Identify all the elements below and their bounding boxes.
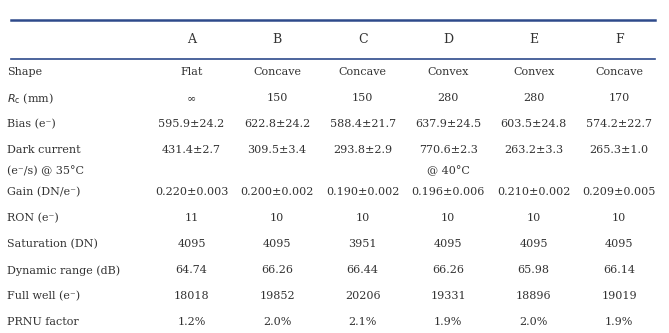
- Text: Convex: Convex: [427, 67, 469, 77]
- Text: 10: 10: [355, 213, 370, 223]
- Text: 2.0%: 2.0%: [263, 317, 291, 327]
- Text: C: C: [358, 33, 367, 46]
- Text: 170: 170: [609, 93, 630, 103]
- Text: D: D: [443, 33, 453, 46]
- Text: Concave: Concave: [595, 67, 643, 77]
- Text: 0.220±0.003: 0.220±0.003: [155, 187, 228, 197]
- Text: Bias (e⁻): Bias (e⁻): [7, 119, 56, 130]
- Text: 4095: 4095: [434, 239, 462, 249]
- Text: 4095: 4095: [177, 239, 206, 249]
- Text: Saturation (DN): Saturation (DN): [7, 239, 98, 249]
- Text: @ 40°C: @ 40°C: [427, 166, 470, 177]
- Text: 1.2%: 1.2%: [177, 317, 206, 327]
- Text: Dark current: Dark current: [7, 145, 81, 155]
- Text: Full well (e⁻): Full well (e⁻): [7, 291, 80, 301]
- Text: 431.4±2.7: 431.4±2.7: [162, 145, 221, 155]
- Text: 66.14: 66.14: [603, 265, 635, 275]
- Text: 0.210±0.002: 0.210±0.002: [497, 187, 570, 197]
- Text: 309.5±3.4: 309.5±3.4: [248, 145, 306, 155]
- Text: 265.3±1.0: 265.3±1.0: [589, 145, 649, 155]
- Text: Shape: Shape: [7, 67, 43, 77]
- Text: Concave: Concave: [253, 67, 301, 77]
- Text: 65.98: 65.98: [518, 265, 550, 275]
- Text: 66.26: 66.26: [432, 265, 464, 275]
- Text: 3951: 3951: [349, 239, 377, 249]
- Text: 19852: 19852: [260, 291, 295, 301]
- Text: 66.26: 66.26: [261, 265, 293, 275]
- Text: 19019: 19019: [601, 291, 637, 301]
- Text: A: A: [187, 33, 196, 46]
- Text: 10: 10: [441, 213, 455, 223]
- Text: RON (e⁻): RON (e⁻): [7, 213, 59, 223]
- Text: 4095: 4095: [263, 239, 292, 249]
- Text: 293.8±2.9: 293.8±2.9: [333, 145, 392, 155]
- Text: 595.9±24.2: 595.9±24.2: [159, 119, 225, 129]
- Text: 770.6±2.3: 770.6±2.3: [419, 145, 478, 155]
- Text: PRNU factor: PRNU factor: [7, 317, 79, 327]
- Text: Flat: Flat: [181, 67, 203, 77]
- Text: (e⁻/s) @ 35°C: (e⁻/s) @ 35°C: [7, 166, 84, 177]
- Text: Gain (DN/e⁻): Gain (DN/e⁻): [7, 187, 81, 197]
- Text: 280: 280: [438, 93, 459, 103]
- Text: 19331: 19331: [430, 291, 466, 301]
- Text: 588.4±21.7: 588.4±21.7: [330, 119, 395, 129]
- Text: 263.2±3.3: 263.2±3.3: [504, 145, 563, 155]
- Text: 0.200±0.002: 0.200±0.002: [240, 187, 314, 197]
- Text: 280: 280: [523, 93, 545, 103]
- Text: 150: 150: [352, 93, 373, 103]
- Text: 4095: 4095: [605, 239, 634, 249]
- Text: 20206: 20206: [345, 291, 381, 301]
- Text: 1.9%: 1.9%: [605, 317, 634, 327]
- Text: 10: 10: [612, 213, 626, 223]
- Text: ∞: ∞: [187, 93, 196, 103]
- Text: Dynamic range (dB): Dynamic range (dB): [7, 265, 120, 276]
- Text: 0.209±0.005: 0.209±0.005: [583, 187, 656, 197]
- Text: Concave: Concave: [339, 67, 387, 77]
- Text: 2.1%: 2.1%: [349, 317, 377, 327]
- Text: F: F: [615, 33, 624, 46]
- Text: 11: 11: [185, 213, 199, 223]
- Text: B: B: [272, 33, 282, 46]
- Text: 18018: 18018: [174, 291, 209, 301]
- Text: 637.9±24.5: 637.9±24.5: [415, 119, 481, 129]
- Text: 64.74: 64.74: [176, 265, 207, 275]
- Text: 1.9%: 1.9%: [434, 317, 462, 327]
- Text: 622.8±24.2: 622.8±24.2: [244, 119, 310, 129]
- Text: $R_{\rm c}$ (mm): $R_{\rm c}$ (mm): [7, 91, 54, 106]
- Text: 2.0%: 2.0%: [519, 317, 548, 327]
- Text: 0.190±0.002: 0.190±0.002: [326, 187, 399, 197]
- Text: 150: 150: [266, 93, 288, 103]
- Text: 66.44: 66.44: [347, 265, 379, 275]
- Text: 603.5±24.8: 603.5±24.8: [500, 119, 567, 129]
- Text: 0.196±0.006: 0.196±0.006: [411, 187, 485, 197]
- Text: 18896: 18896: [516, 291, 551, 301]
- Text: E: E: [529, 33, 538, 46]
- Text: 10: 10: [270, 213, 284, 223]
- Text: Convex: Convex: [513, 67, 555, 77]
- Text: 574.2±22.7: 574.2±22.7: [586, 119, 652, 129]
- Text: 4095: 4095: [519, 239, 548, 249]
- Text: 10: 10: [527, 213, 541, 223]
